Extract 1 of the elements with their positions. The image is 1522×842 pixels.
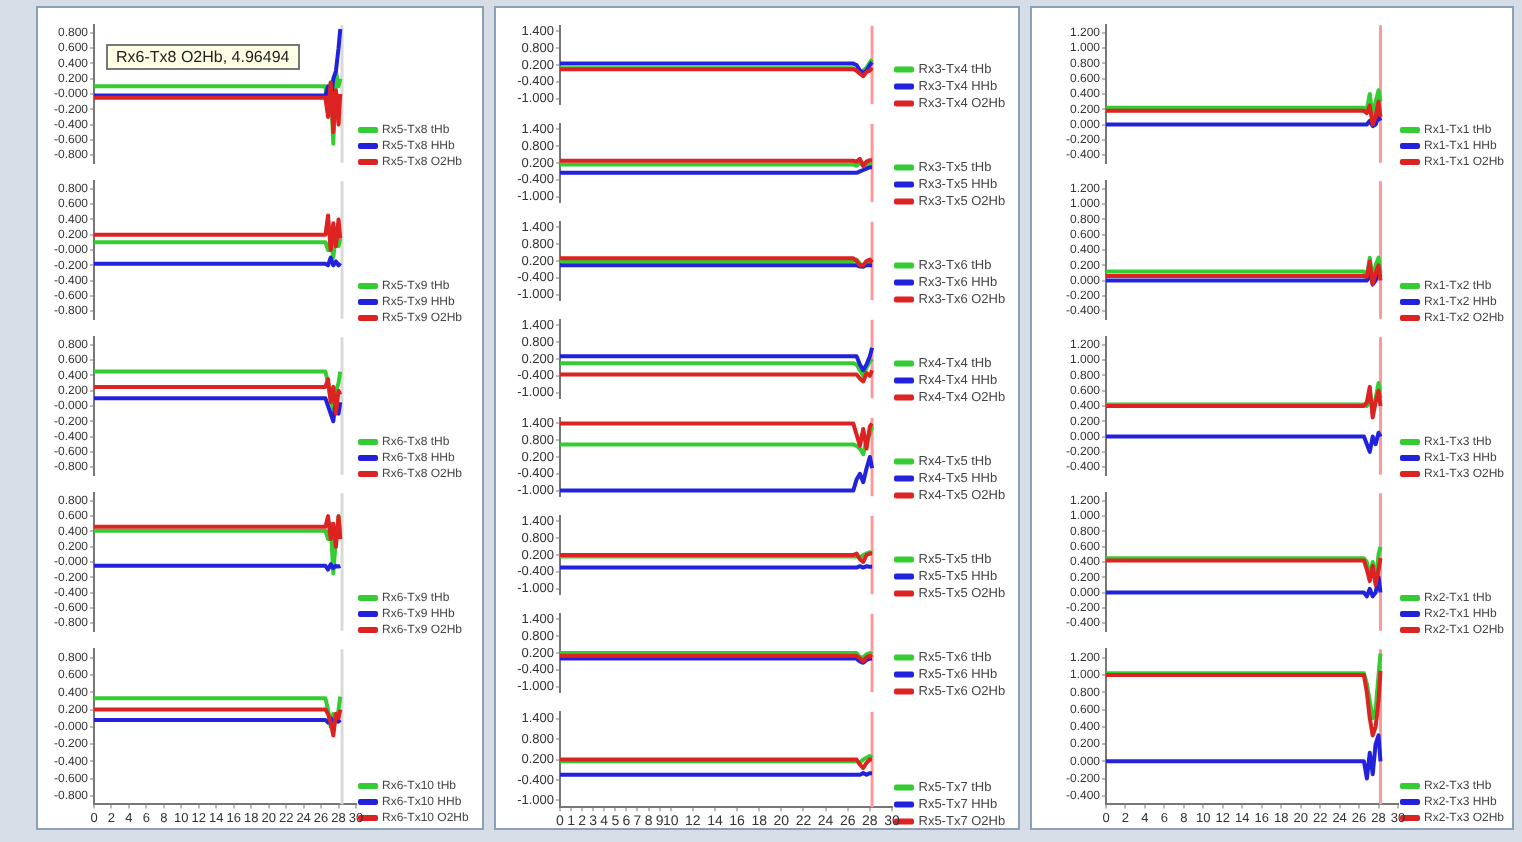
- annotation: Rx6-Tx8 O2Hb, 4.96494: [106, 44, 300, 70]
